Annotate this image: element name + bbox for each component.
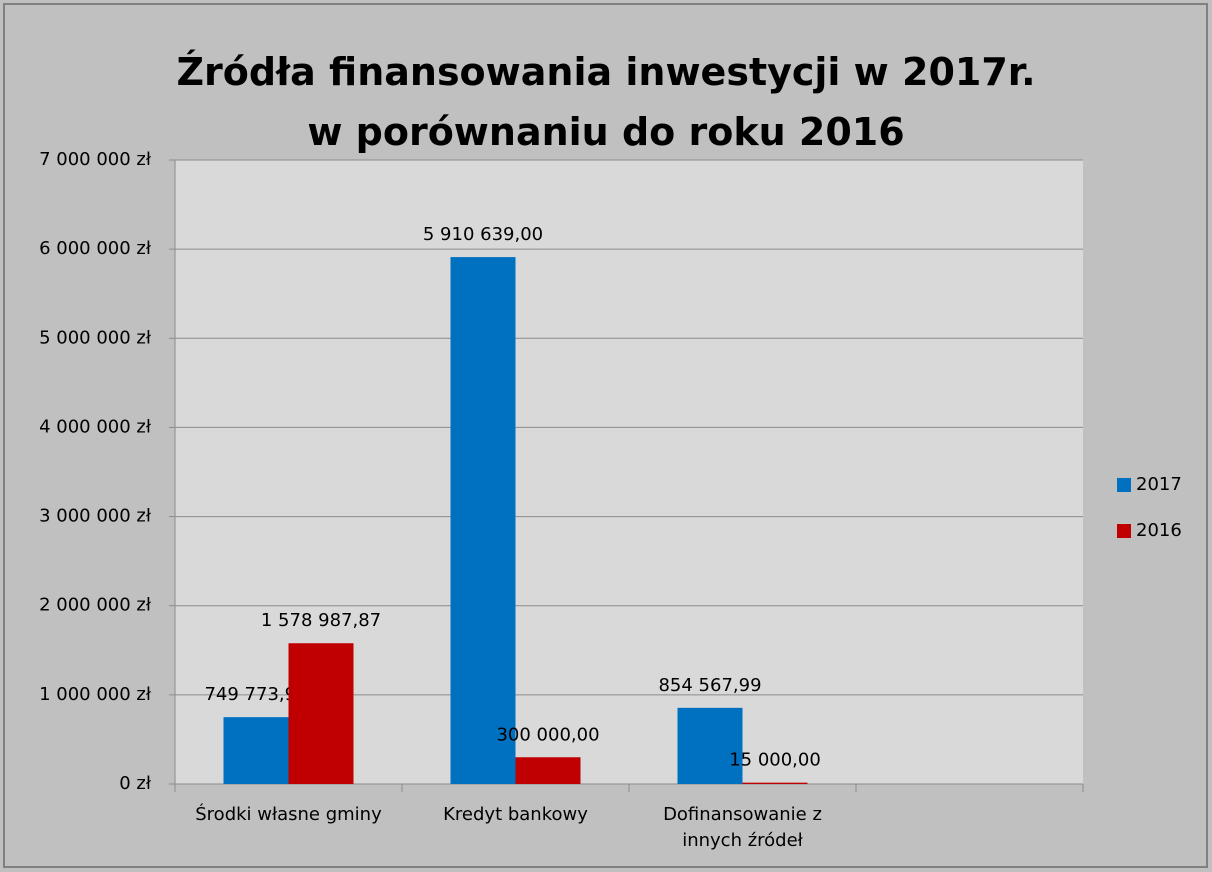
y-tick-label: 3 000 000 zł <box>39 506 152 527</box>
value-label: 854 567,99 <box>658 675 761 696</box>
value-label: 1 578 987,87 <box>261 610 381 631</box>
bar <box>677 707 743 784</box>
legend-label: 2017 <box>1136 474 1182 495</box>
y-tick-label: 5 000 000 zł <box>39 327 152 348</box>
x-tick-label: Dofinansowanie z innych źródeł <box>663 804 822 851</box>
x-tick-label: Środki własne gminy <box>195 804 382 825</box>
value-label: 300 000,00 <box>496 724 599 745</box>
legend-label: 2016 <box>1136 520 1182 541</box>
y-tick-label: 4 000 000 zł <box>39 416 152 437</box>
bar <box>288 643 354 784</box>
bar <box>742 782 808 784</box>
y-tick-label: 2 000 000 zł <box>39 595 152 616</box>
bar <box>223 717 289 784</box>
chart-title: Źródła finansowania inwestycji w 2017r. … <box>176 50 1036 154</box>
value-label: 5 910 639,00 <box>423 224 543 245</box>
legend-swatch <box>1117 524 1131 538</box>
x-tick-label: Kredyt bankowy <box>443 804 588 825</box>
legend-swatch <box>1117 478 1131 492</box>
bar <box>450 257 516 784</box>
y-tick-label: 7 000 000 zł <box>39 149 152 170</box>
value-label: 15 000,00 <box>729 750 821 771</box>
bar <box>515 757 581 784</box>
y-tick-label: 6 000 000 zł <box>39 238 152 259</box>
y-tick-label: 1 000 000 zł <box>39 684 152 705</box>
value-label: 749 773,97 <box>204 684 307 705</box>
frame <box>3 3 1208 868</box>
y-tick-label: 0 zł <box>119 773 152 794</box>
